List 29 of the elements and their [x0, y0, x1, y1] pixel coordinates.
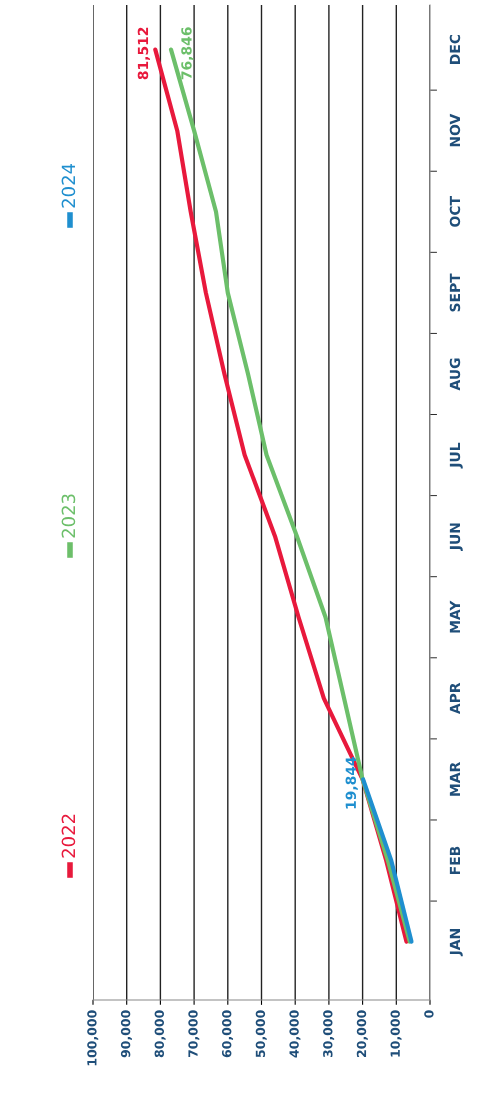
y-tick-label: DEC — [449, 34, 461, 64]
x-tick-label: 50,000 — [255, 1010, 267, 1057]
y-tick-label: NOV — [449, 113, 461, 147]
x-tick-label: 60,000 — [221, 1010, 234, 1058]
x-tick-label: 40,000 — [289, 1010, 301, 1058]
x-tick-label: 0 — [424, 1010, 434, 1018]
y-tick-label: JAN — [449, 929, 463, 957]
x-tick-label: 70,000 — [188, 1010, 200, 1058]
text: 2023 — [61, 494, 76, 538]
data-label: 76,846 — [181, 27, 194, 80]
y-tick-label: JUN — [449, 523, 463, 551]
y-tick-label: APR — [449, 682, 460, 715]
y-tick-label: MAR — [449, 762, 460, 796]
text: 2022 — [61, 814, 76, 858]
y-tick-label: JUL — [449, 442, 463, 469]
data-label: 19,844 — [345, 757, 358, 809]
data-label: 81,512 — [137, 27, 150, 80]
x-tick-label: 30,000 — [323, 1010, 335, 1058]
text: 2024 — [61, 163, 76, 208]
y-tick-label: AUG — [449, 358, 461, 391]
x-tick-label: 20,000 — [356, 1010, 368, 1057]
x-tick-label: 80,000 — [154, 1010, 166, 1058]
y-tick-label: FEB — [449, 846, 460, 875]
y-tick-label: MAY — [449, 600, 460, 633]
x-tick-label: 90,000 — [120, 1010, 132, 1058]
x-tick-label: 100,000 — [87, 1010, 99, 1066]
y-tick-label: SEPT — [449, 273, 461, 312]
y-tick-label: OCT — [449, 196, 461, 227]
x-tick-label: 10,000 — [390, 1010, 402, 1057]
